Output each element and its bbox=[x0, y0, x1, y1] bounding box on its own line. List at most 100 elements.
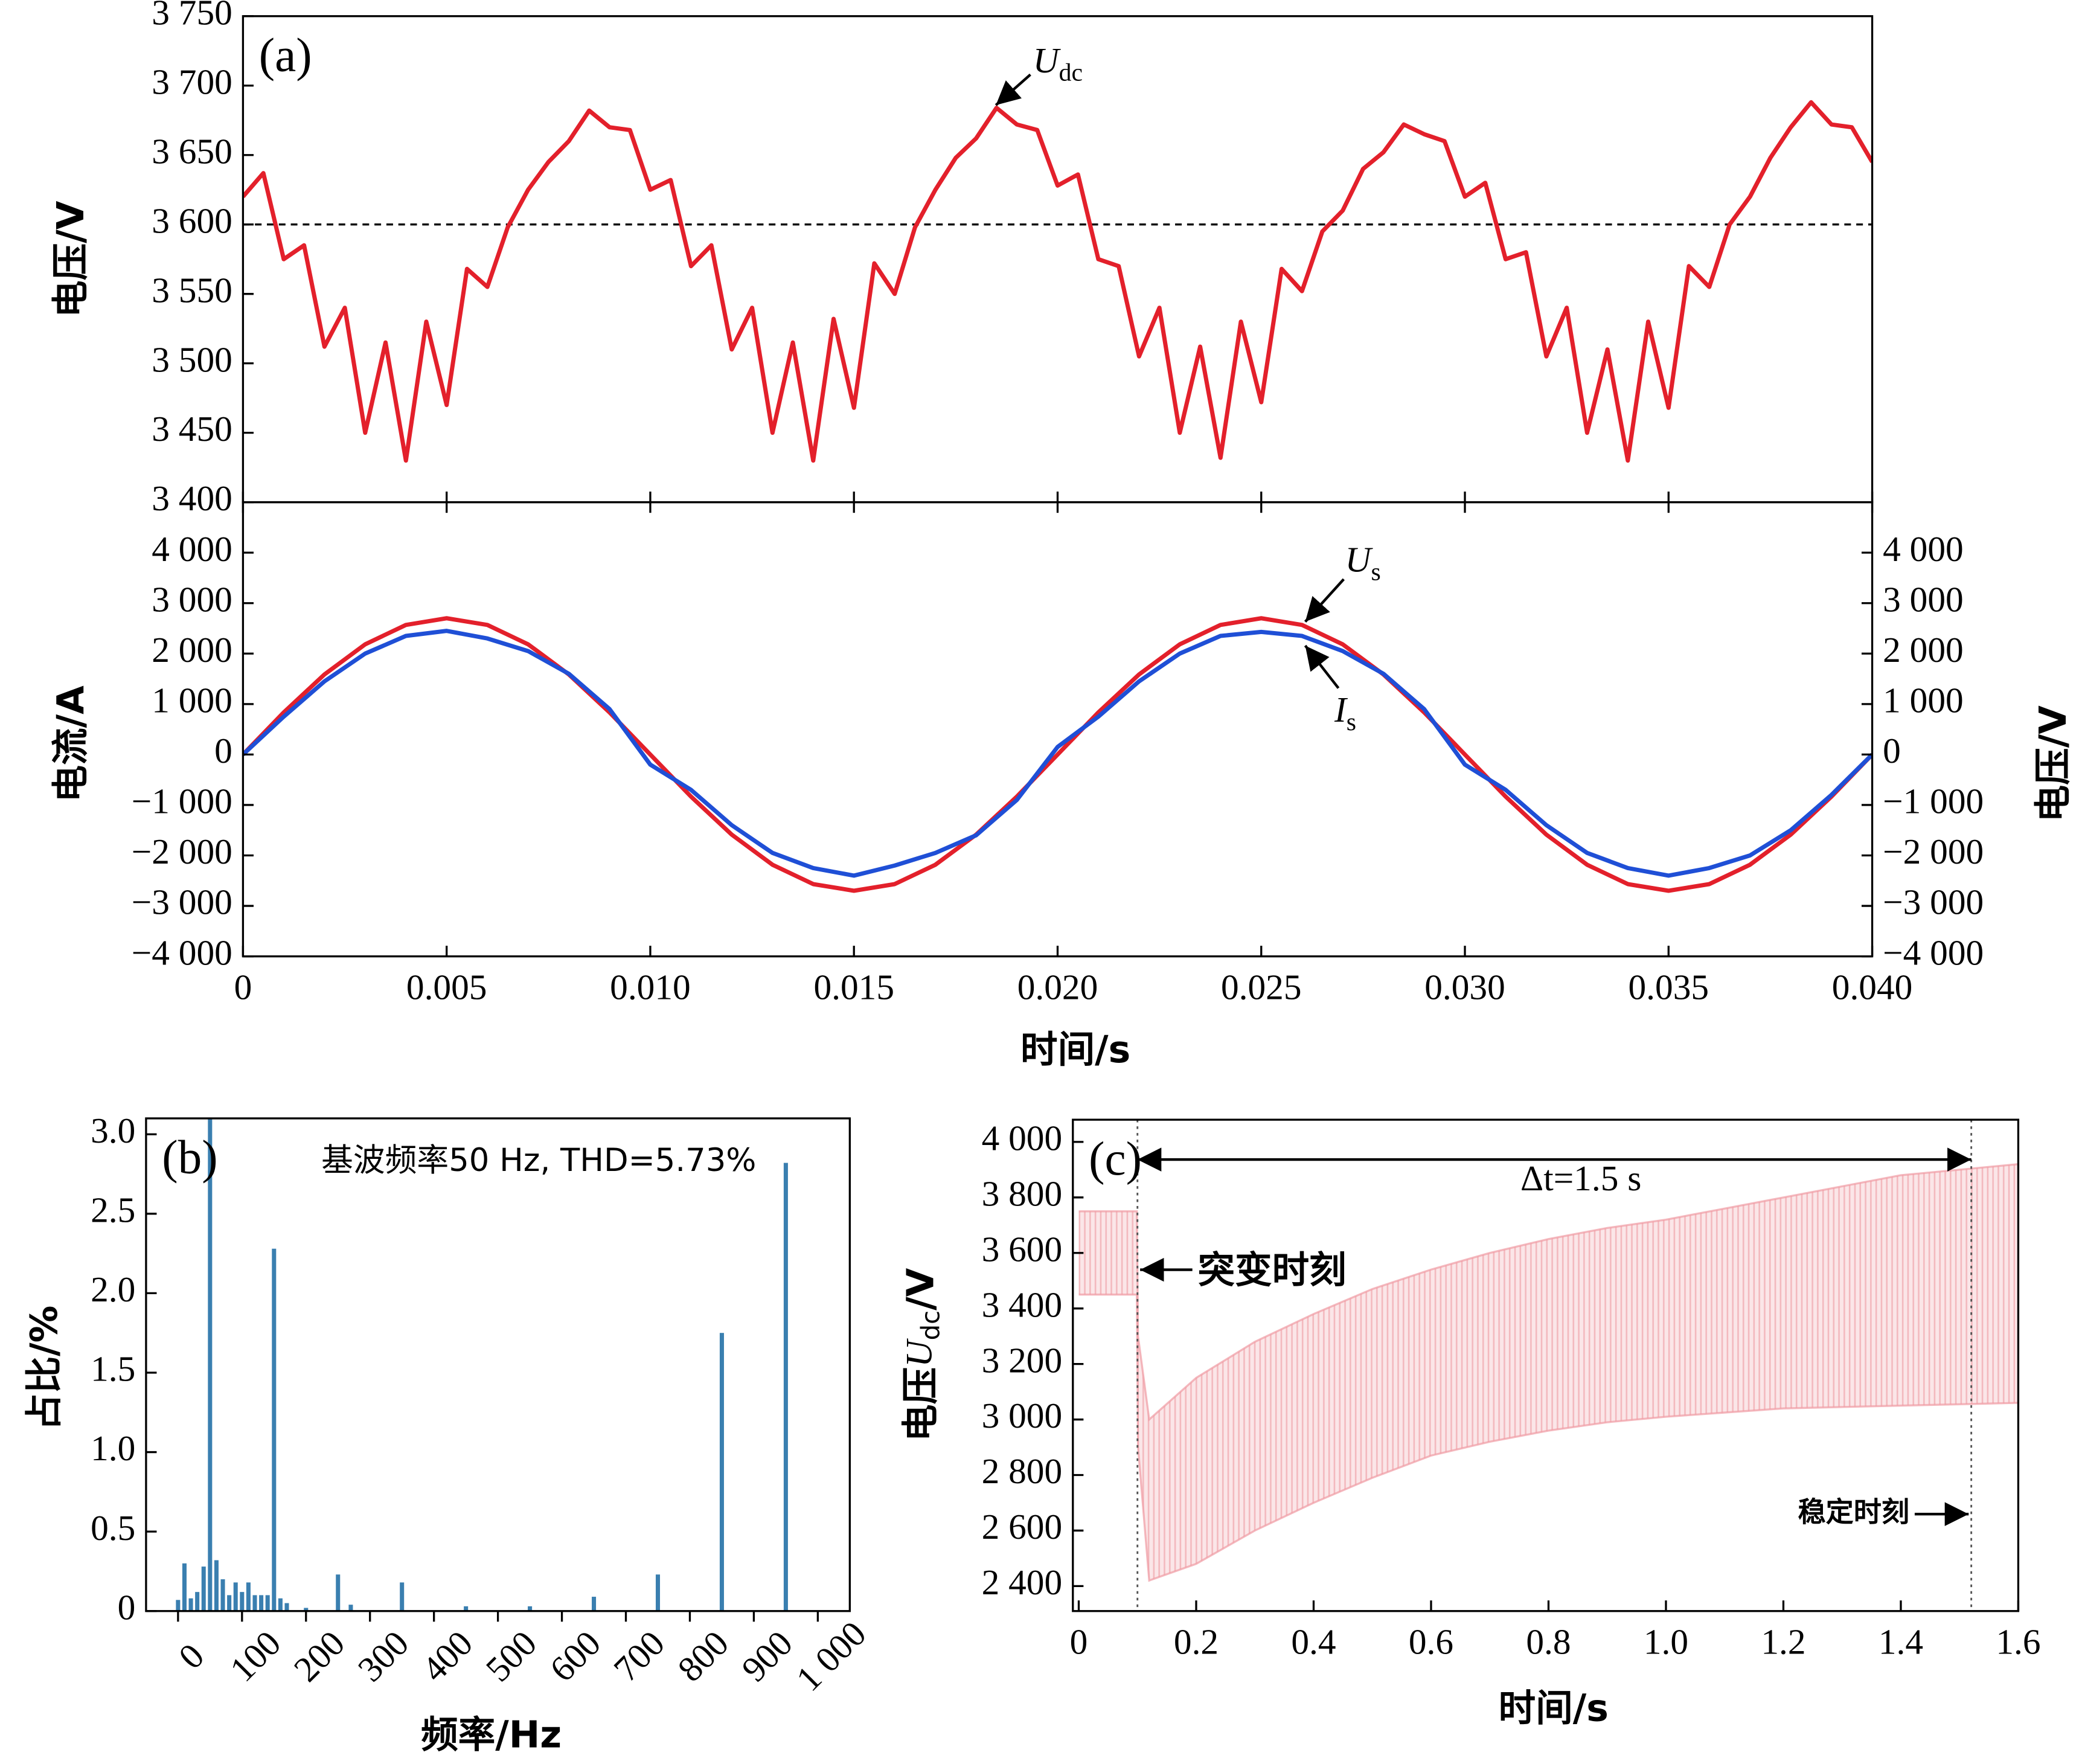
x-tick-label: 600 bbox=[542, 1623, 609, 1690]
bar bbox=[348, 1605, 353, 1611]
udc-annotation: Udc bbox=[1033, 40, 1083, 87]
y2-tick-label: 4 000 bbox=[1883, 529, 1964, 569]
y-axis-label-part: /V bbox=[898, 1268, 942, 1310]
x-tick-label: 0.4 bbox=[1291, 1622, 1336, 1662]
x-axis-label: 时间/s bbox=[1499, 1687, 1609, 1730]
x-tick-label: 0.040 bbox=[1832, 967, 1913, 1007]
bar bbox=[201, 1567, 206, 1611]
y-tick-label: 3 600 bbox=[152, 200, 232, 240]
axes-frame bbox=[145, 1117, 851, 1612]
y-tick-label: 1.0 bbox=[91, 1428, 135, 1468]
y-tick-label: 0.5 bbox=[91, 1508, 135, 1548]
udc-annotation-part: dc bbox=[1059, 59, 1083, 86]
x-tick-label: 800 bbox=[670, 1623, 737, 1690]
y-tick-label: 2 600 bbox=[982, 1507, 1063, 1547]
interval-label: Δt=1.5 s bbox=[1520, 1158, 1641, 1198]
y-tick-label: 3 400 bbox=[152, 478, 232, 518]
x-tick-label: 0 bbox=[1070, 1622, 1088, 1662]
x-tick-label: 200 bbox=[286, 1623, 353, 1690]
us-annotation: Us bbox=[1345, 539, 1381, 586]
y2-tick-label: −3 000 bbox=[1883, 882, 1984, 922]
x-tick-label: 1.2 bbox=[1761, 1622, 1805, 1662]
bar bbox=[208, 1118, 213, 1611]
y-axis-label-part: dc bbox=[915, 1310, 945, 1340]
bar bbox=[304, 1608, 309, 1611]
us-annotation-part: s bbox=[1371, 558, 1380, 586]
axes-frame bbox=[242, 501, 1874, 958]
y-tick-label: 3 650 bbox=[152, 131, 232, 171]
bar bbox=[233, 1582, 238, 1611]
bar bbox=[464, 1606, 469, 1611]
series-line bbox=[243, 629, 1872, 878]
y-tick-label: −4 000 bbox=[132, 932, 232, 972]
x-tick-label: 0.025 bbox=[1221, 967, 1302, 1007]
x-tick-label: 0.6 bbox=[1409, 1622, 1453, 1662]
bar bbox=[719, 1333, 724, 1611]
bar bbox=[227, 1595, 232, 1611]
y-axis-label: 电压Udc/V bbox=[898, 1268, 945, 1442]
annotation-arrow bbox=[995, 73, 1031, 106]
y-tick-label: −2 000 bbox=[132, 832, 232, 871]
y-tick-label: 1 000 bbox=[152, 680, 232, 720]
y2-tick-label: −4 000 bbox=[1883, 932, 1984, 972]
x-tick-label: 0 bbox=[234, 967, 252, 1007]
bar bbox=[220, 1579, 225, 1611]
y-axis-label: 电压/V bbox=[49, 200, 92, 318]
bar bbox=[240, 1592, 245, 1611]
y-tick-label: 3 600 bbox=[982, 1229, 1063, 1269]
y-tick-label: 2 000 bbox=[152, 630, 232, 670]
bar bbox=[272, 1248, 277, 1611]
annotation-arrow bbox=[1304, 644, 1340, 689]
y-tick-label: 3 550 bbox=[152, 270, 232, 310]
plot-area bbox=[176, 1118, 788, 1611]
y-tick-label: 0 bbox=[214, 731, 232, 771]
bar bbox=[195, 1592, 200, 1611]
x-tick-label: 0.2 bbox=[1174, 1622, 1219, 1662]
x-axis-label: 频率/Hz bbox=[421, 1713, 562, 1757]
y-tick-label: −3 000 bbox=[132, 882, 232, 922]
bar bbox=[278, 1598, 283, 1611]
plot-area bbox=[243, 616, 1872, 893]
y2-tick-label: 2 000 bbox=[1883, 630, 1964, 670]
x-tick-label: 900 bbox=[734, 1623, 800, 1690]
axes-frame bbox=[1072, 1118, 2020, 1612]
y2-tick-label: 1 000 bbox=[1883, 680, 1964, 720]
bar bbox=[252, 1595, 257, 1611]
bar bbox=[176, 1600, 181, 1611]
plot-area bbox=[1078, 1163, 2019, 1582]
x-tick-label: 100 bbox=[222, 1623, 289, 1690]
bar bbox=[592, 1597, 597, 1611]
y-tick-label: 0 bbox=[118, 1587, 136, 1627]
series-line bbox=[243, 100, 1872, 463]
bar bbox=[182, 1563, 187, 1611]
x-tick-label: 400 bbox=[414, 1623, 481, 1690]
bar bbox=[400, 1582, 405, 1611]
y-tick-label: 4 000 bbox=[152, 529, 232, 569]
is-annotation-part: I bbox=[1334, 690, 1348, 730]
y-tick-label: 3 200 bbox=[982, 1340, 1063, 1380]
x-tick-label: 0.030 bbox=[1424, 967, 1505, 1007]
band-fill bbox=[1078, 1164, 2019, 1581]
is-annotation: Is bbox=[1334, 690, 1356, 736]
x-tick-label: 0.035 bbox=[1629, 967, 1709, 1007]
x-tick-label: 0.020 bbox=[1017, 967, 1098, 1007]
x-tick-label: 1.0 bbox=[1644, 1622, 1688, 1662]
y-axis-label-part: 电压 bbox=[898, 1367, 942, 1442]
y-tick-label: 3 400 bbox=[982, 1285, 1063, 1324]
bar bbox=[246, 1582, 251, 1611]
y2-tick-label: −1 000 bbox=[1883, 781, 1984, 821]
udc-annotation-part: U bbox=[1033, 40, 1062, 80]
x-tick-label: 0 bbox=[171, 1636, 212, 1677]
y2-tick-label: 3 000 bbox=[1883, 579, 1964, 619]
x-tick-label: 1 000 bbox=[789, 1614, 874, 1699]
series-line bbox=[243, 616, 1872, 893]
band-edge bbox=[1078, 1294, 2019, 1582]
annotation-arrow bbox=[1304, 578, 1345, 623]
y-tick-label: 3 000 bbox=[152, 579, 232, 619]
y-axis-label: 占比/% bbox=[22, 1306, 66, 1431]
y-tick-label: 3 750 bbox=[152, 0, 232, 32]
bar bbox=[528, 1606, 533, 1611]
bar bbox=[336, 1574, 341, 1611]
x-tick-label: 0.010 bbox=[610, 967, 691, 1007]
